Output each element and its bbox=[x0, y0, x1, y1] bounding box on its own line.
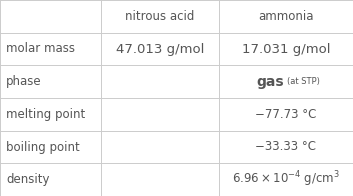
Text: $6.96\times10^{-4}\ \mathrm{g/cm^3}$: $6.96\times10^{-4}\ \mathrm{g/cm^3}$ bbox=[232, 170, 340, 190]
Text: 17.031 g/mol: 17.031 g/mol bbox=[242, 43, 330, 55]
Text: −77.73 °C: −77.73 °C bbox=[255, 108, 317, 121]
Text: 47.013 g/mol: 47.013 g/mol bbox=[115, 43, 204, 55]
Text: phase: phase bbox=[6, 75, 42, 88]
Text: melting point: melting point bbox=[6, 108, 86, 121]
Text: (at STP): (at STP) bbox=[287, 77, 320, 86]
Text: −33.33 °C: −33.33 °C bbox=[256, 141, 316, 153]
Text: molar mass: molar mass bbox=[6, 43, 75, 55]
Text: density: density bbox=[6, 173, 50, 186]
Text: nitrous acid: nitrous acid bbox=[125, 10, 195, 23]
Text: gas: gas bbox=[256, 75, 284, 89]
Text: ammonia: ammonia bbox=[258, 10, 314, 23]
Text: boiling point: boiling point bbox=[6, 141, 80, 153]
